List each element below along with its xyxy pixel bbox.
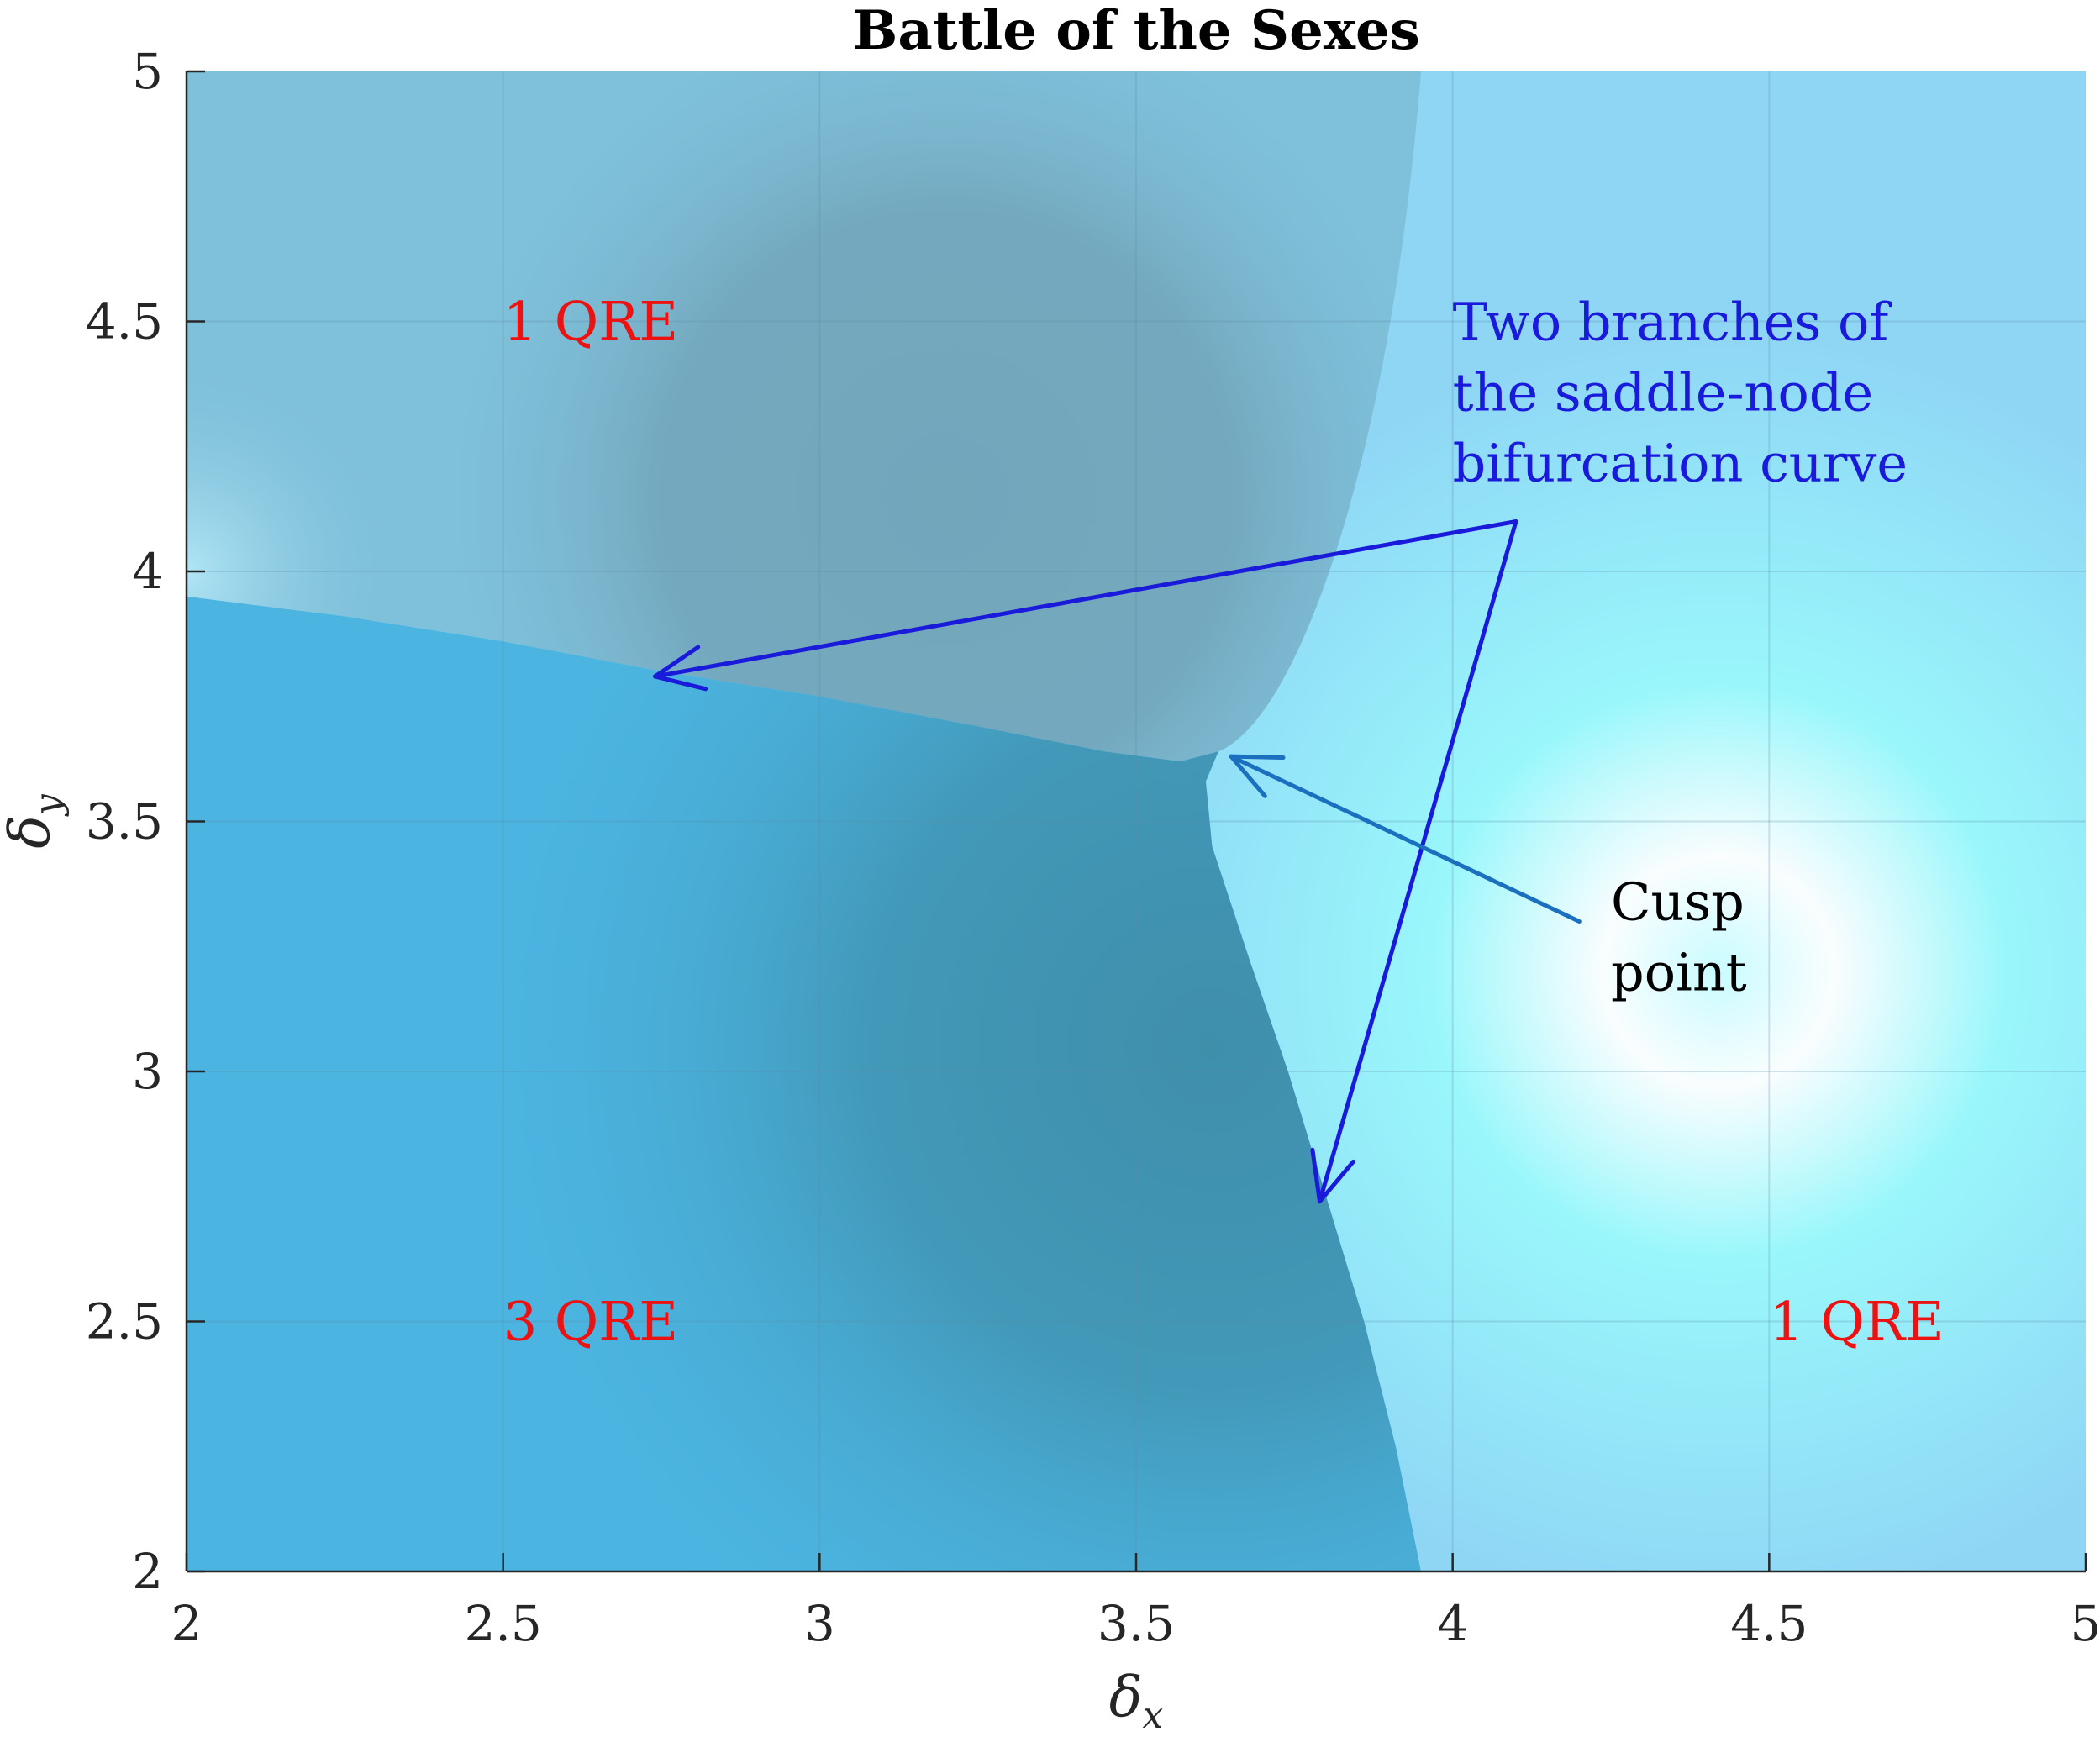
- gridlines: [187, 71, 2086, 1571]
- annotation-0-arrow-0-shaft: [652, 519, 1518, 679]
- y-tick-label: 4.5: [86, 293, 163, 350]
- x-axis-label-subscript: x: [1142, 1694, 1163, 1737]
- plot-area-background: [187, 71, 2086, 1571]
- x-tick-label: 4.5: [1730, 1595, 1808, 1652]
- x-tick-label: 3.5: [1097, 1595, 1175, 1652]
- y-tick-label: 3.5: [86, 793, 163, 850]
- annotation-1-arrow-0: [1229, 754, 1582, 924]
- y-tick-label: 5: [132, 43, 163, 100]
- y-tick-label: 4: [132, 543, 163, 600]
- annotation-0-line-0: Two branches of: [1453, 292, 1892, 353]
- x-tick-label: 2.5: [465, 1595, 542, 1652]
- annotation-0-line-2: bifurcation curve: [1453, 433, 1908, 494]
- annotations: 1 QRE 3 QRE 1 QRE Two branches of the saddle…: [503, 292, 1945, 1354]
- y-axis-label-symbol: δ: [0, 815, 62, 849]
- region-label-0: 1 QRE: [503, 292, 678, 354]
- annotation-1-arrow-0-head: [1229, 754, 1286, 798]
- x-tick-label: 2: [171, 1595, 203, 1652]
- region-label-1: 3 QRE: [503, 1292, 678, 1354]
- y-tick-label: 2: [132, 1543, 163, 1600]
- annotation-0-line-1: the saddle-node: [1453, 362, 1874, 424]
- annotation-0-arrow-0-head: [652, 645, 708, 692]
- region-label-2: 1 QRE: [1769, 1292, 1944, 1354]
- tick-marks-and-labels: 2 2.5 3 3.5 4 4.5 5 2 2.5 3 3.5 4 4.5 5: [86, 43, 2100, 1652]
- annotation-0-arrow-1: [1310, 519, 1518, 1204]
- y-tick-label: 2.5: [86, 1293, 163, 1350]
- chart-title: Battle of the Sexes: [852, 0, 1419, 62]
- annotation-0-arrow-0: [652, 519, 1518, 692]
- x-axis-label: δx: [1109, 1665, 1164, 1737]
- x-tick-label: 4: [1437, 1595, 1468, 1652]
- annotation-0-arrow-1-shaft: [1317, 519, 1518, 1204]
- annotation-1-arrow-0-shaft: [1229, 754, 1582, 924]
- x-axis-label-symbol: δ: [1109, 1665, 1143, 1729]
- annotation-1-line-0: Cusp: [1611, 871, 1745, 933]
- annotation-1-line-1: point: [1611, 942, 1747, 1003]
- three-qre-shading: [187, 596, 1421, 1571]
- y-axis-label-subscript: y: [27, 793, 70, 817]
- y-tick-label: 3: [132, 1043, 163, 1100]
- annotation-0-arrow-1-head: [1310, 1147, 1355, 1204]
- plot-fill: [187, 71, 2086, 1571]
- x-tick-label: 3: [804, 1595, 835, 1652]
- x-tick-label: 5: [2071, 1595, 2100, 1652]
- y-axis-label: δy: [0, 793, 70, 849]
- upper-one-qre-highlight: [187, 71, 1421, 762]
